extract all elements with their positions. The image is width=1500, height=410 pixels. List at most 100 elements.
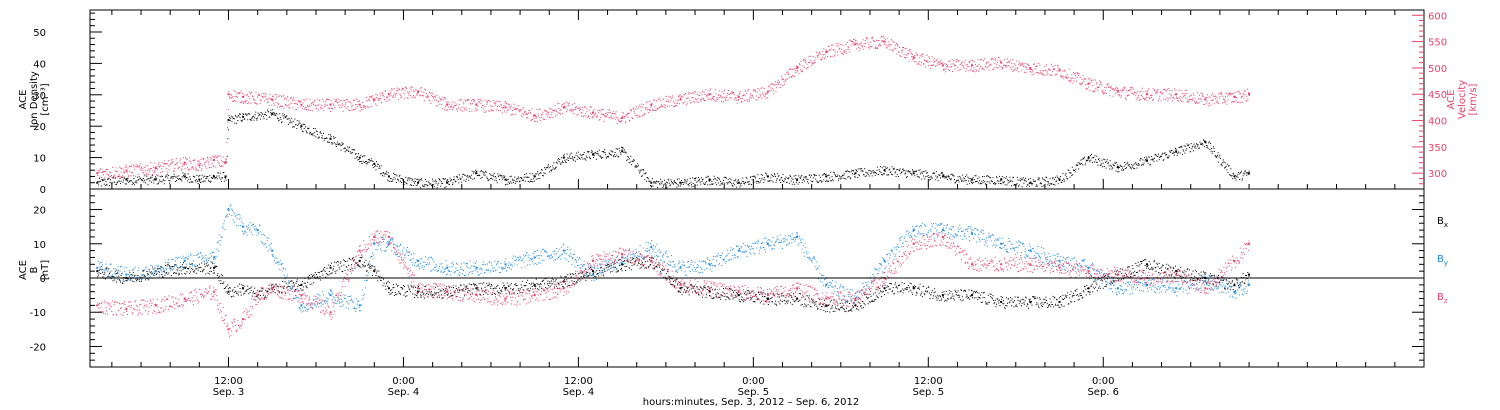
by-series-point	[912, 229, 915, 232]
top-right-axis-label-line: Velocity	[1457, 80, 1468, 119]
velocity-series-samples	[97, 35, 1250, 180]
by-series-point	[212, 256, 215, 259]
bz-series-point	[562, 287, 565, 290]
velocity-series-point	[446, 103, 449, 106]
by-series-point	[504, 263, 507, 266]
ion-density-series-point	[1175, 150, 1178, 153]
x-tick-label-time: 12:00	[914, 376, 943, 387]
bz-series-point	[1204, 287, 1207, 290]
bx-series-point	[1000, 300, 1003, 303]
ion-density-series-point	[679, 181, 682, 184]
bx-series-point	[766, 297, 769, 300]
bx-series-point	[941, 294, 944, 297]
velocity-series-point	[883, 40, 886, 43]
bz-series-point	[1029, 263, 1032, 266]
by-series-point	[737, 249, 740, 252]
velocity-series-point	[504, 106, 507, 109]
top-left-axis-label-line: [cm⁻³]	[40, 83, 51, 115]
x-tick-label-time: 12:00	[214, 376, 243, 387]
bz-series-point	[737, 290, 740, 293]
bz-series-point	[183, 297, 186, 300]
velocity-series-point	[227, 93, 230, 96]
bz-series-point	[373, 235, 376, 238]
velocity-series-point	[271, 98, 274, 101]
top-right-tick-label: 600	[1428, 11, 1447, 22]
ion-density-series-point	[125, 178, 128, 181]
bz-series-point	[533, 294, 536, 297]
velocity-series-point	[1145, 93, 1148, 96]
bz-series-point	[125, 307, 128, 310]
bx-series-point	[533, 283, 536, 286]
bz-series-point	[1116, 273, 1119, 276]
velocity-series-point	[941, 64, 944, 67]
velocity-series-point	[796, 66, 799, 69]
bz-series-point	[154, 304, 157, 307]
by-series-point	[650, 246, 653, 249]
bz-series-point	[1233, 259, 1236, 262]
by-series-point	[125, 273, 128, 276]
velocity-series-point	[1029, 66, 1032, 69]
x-tick-label-date: Sep. 5	[738, 387, 770, 398]
bx-series-point	[591, 270, 594, 273]
bx-series-point	[1175, 270, 1178, 273]
ion-density-series-point	[1145, 159, 1148, 162]
velocity-series-point	[96, 172, 99, 175]
by-series-point	[591, 273, 594, 276]
top-right-axis-label-line: ACE	[1446, 90, 1457, 110]
x-tick-label-time: 12:00	[564, 376, 593, 387]
velocity-series-point	[212, 159, 215, 162]
top-right-axis-label-line: [km/s]	[1468, 83, 1479, 115]
top-right-tick-label: 350	[1428, 143, 1447, 154]
velocity-series-point	[125, 169, 128, 172]
bottom-left-axis-label-line: B	[29, 266, 40, 273]
bz-series-point	[242, 318, 245, 321]
ion-density-series-point	[504, 178, 507, 181]
bx-series-point	[504, 287, 507, 290]
ion-density-series-point	[1029, 181, 1032, 184]
ion-density-series-point	[271, 112, 274, 115]
bz-series-point	[300, 294, 303, 297]
bx-series-point	[562, 280, 565, 283]
by-series-point	[271, 249, 274, 252]
bottom-left-tick-label: -20	[30, 342, 46, 353]
bx-series-point	[796, 297, 799, 300]
bottom-left-axis-label: ACE B [nT]	[18, 260, 51, 280]
by-series	[96, 204, 1251, 313]
velocity-series-point	[562, 106, 565, 109]
ion-density-series-point	[1204, 140, 1207, 143]
velocity-series-point	[1233, 95, 1236, 98]
velocity-series-point	[912, 56, 915, 59]
ion-density-series-point	[708, 178, 711, 181]
x-tick-label-date: Sep. 6	[1087, 387, 1119, 398]
ion-density-series-point	[1116, 166, 1119, 169]
bx-series-point	[621, 263, 624, 266]
bz-series-point	[446, 290, 449, 293]
bx-series-point	[373, 270, 376, 273]
ion-density-series-point	[533, 175, 536, 178]
by-series-point	[883, 259, 886, 262]
ion-density-series-samples	[97, 109, 1250, 189]
velocity-series-point	[224, 161, 227, 164]
by-series-point	[825, 283, 828, 286]
velocity-series-point	[650, 103, 653, 106]
bottom-left-tick-label: 10	[33, 240, 46, 251]
bottom-left-tick-label: -10	[30, 308, 46, 319]
top-right-tick-label: 300	[1428, 169, 1447, 180]
by-series-samples	[97, 204, 1250, 313]
legend-entry-bx: Bx	[1437, 216, 1448, 229]
velocity-series-point	[1248, 93, 1251, 96]
legend-entry-by: By	[1437, 254, 1448, 267]
by-series-point	[708, 263, 711, 266]
ion-density-series-point	[227, 118, 230, 121]
ion-density-series-point	[1058, 178, 1061, 181]
ion-density-series-point	[300, 125, 303, 128]
by-series-point	[387, 242, 390, 245]
by-series-point	[1248, 283, 1251, 286]
ion-density-series-point	[883, 169, 886, 172]
velocity-series-point	[621, 116, 624, 119]
by-series-point	[679, 266, 682, 269]
top-left-tick-label: 10	[33, 154, 46, 165]
velocity-series-point	[387, 93, 390, 96]
